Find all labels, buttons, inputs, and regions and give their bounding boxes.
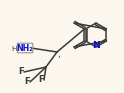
Text: F: F [19, 68, 24, 77]
FancyBboxPatch shape [17, 43, 33, 53]
Text: N: N [92, 41, 100, 50]
Text: H: H [11, 45, 17, 52]
Text: F: F [39, 76, 44, 85]
Text: NH₂: NH₂ [17, 44, 33, 53]
Text: F: F [25, 77, 30, 86]
Text: ,: , [58, 49, 60, 58]
